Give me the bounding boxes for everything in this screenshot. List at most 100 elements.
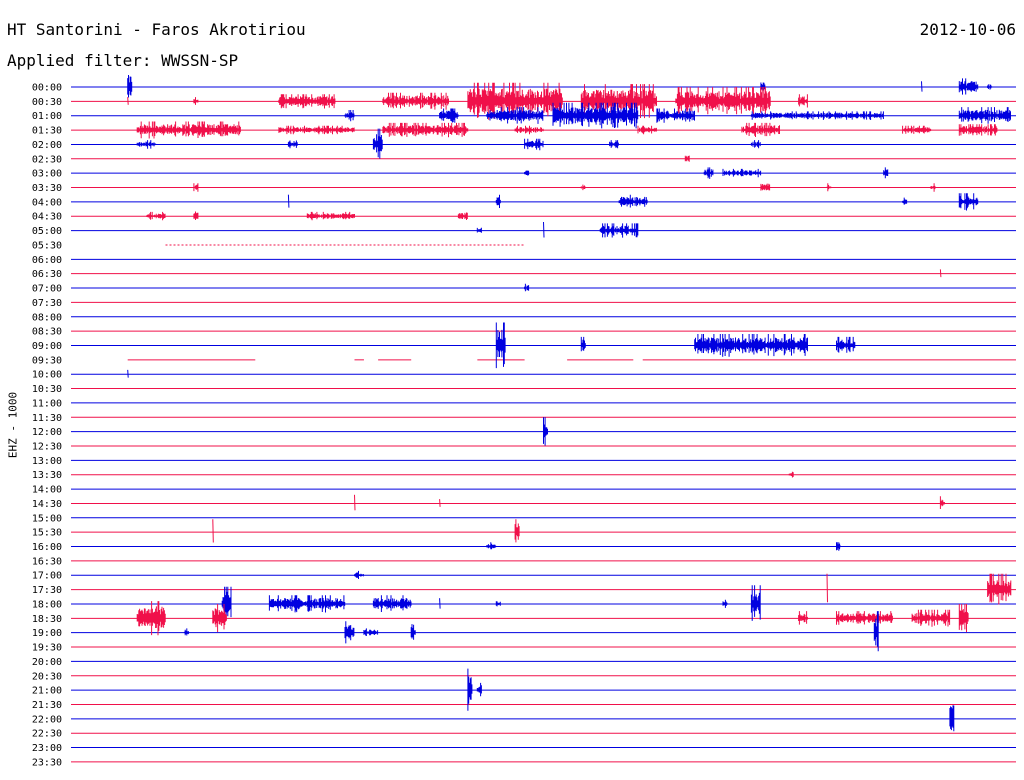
seismic-event-26	[902, 125, 932, 134]
row-label-10: 05:00	[32, 226, 62, 237]
seismic-event-53	[476, 227, 482, 233]
row-label-0: 00:00	[32, 83, 62, 94]
seismic-event-60	[694, 334, 808, 357]
seismic-event-62	[127, 369, 129, 378]
seismic-event-21	[278, 125, 355, 135]
seismic-event-87	[958, 604, 969, 633]
row-label-47: 23:30	[32, 757, 62, 768]
seismic-event-55	[599, 223, 639, 238]
seismic-event-15	[486, 107, 544, 124]
seismic-event-69	[514, 519, 520, 543]
row-label-13: 06:30	[32, 269, 62, 280]
row-label-24: 12:00	[32, 427, 62, 438]
row-label-30: 15:00	[32, 513, 62, 524]
seismic-event-18	[750, 111, 884, 120]
row-label-27: 13:30	[32, 470, 62, 481]
row-label-1: 00:30	[32, 97, 62, 108]
seismic-event-31	[524, 138, 544, 151]
row-label-17: 08:30	[32, 327, 62, 338]
seismic-event-29	[287, 140, 298, 149]
row-label-14: 07:00	[32, 284, 62, 295]
row-label-33: 16:30	[32, 556, 62, 567]
seismic-event-8	[382, 92, 449, 110]
row-label-31: 15:30	[32, 528, 62, 539]
seismic-event-64	[788, 471, 794, 478]
row-label-26: 13:00	[32, 456, 62, 467]
seismic-event-56	[939, 269, 942, 278]
row-label-8: 04:00	[32, 197, 62, 208]
row-label-32: 16:00	[32, 542, 62, 553]
seismic-event-52	[457, 212, 468, 220]
seismic-event-78	[439, 598, 441, 609]
filter-label: Applied filter: WWSSN-SP	[7, 51, 239, 70]
seismic-event-73	[826, 573, 828, 603]
seismic-event-75	[221, 586, 232, 620]
seismic-event-81	[750, 585, 761, 621]
seismic-event-94	[476, 682, 482, 697]
seismic-event-80	[722, 599, 728, 608]
seismic-event-79	[495, 601, 501, 607]
row-label-15: 07:30	[32, 298, 62, 309]
seismic-event-30	[372, 128, 383, 159]
row-label-20: 10:00	[32, 370, 62, 381]
seismic-event-16	[552, 102, 639, 129]
seismic-event-22	[382, 122, 469, 138]
seismic-event-39	[193, 183, 199, 192]
seismic-event-91	[410, 624, 416, 640]
seismic-event-35	[524, 170, 530, 176]
seismic-event-5	[127, 97, 129, 105]
seismic-event-24	[637, 125, 657, 135]
seismic-event-23	[514, 125, 544, 135]
seismic-event-34	[684, 155, 690, 162]
row-label-7: 03:30	[32, 183, 62, 194]
seismic-event-89	[344, 621, 355, 644]
seismic-event-71	[836, 542, 841, 551]
seismic-event-0	[127, 75, 133, 98]
row-label-34: 17:00	[32, 571, 62, 582]
seismic-event-50	[193, 211, 199, 220]
row-label-2: 01:00	[32, 111, 62, 122]
row-label-45: 22:30	[32, 729, 62, 740]
seismic-event-7	[278, 94, 336, 109]
seismic-event-10	[580, 84, 657, 119]
seismic-event-27	[958, 124, 998, 136]
record-date: 2012-10-06	[919, 20, 1016, 39]
seismic-event-14	[439, 108, 459, 123]
seismic-event-46	[618, 194, 648, 208]
seismic-event-28	[136, 140, 157, 149]
seismic-event-61	[836, 336, 856, 353]
row-label-5: 02:30	[32, 154, 62, 165]
row-label-22: 11:00	[32, 398, 62, 409]
seismic-event-25	[741, 122, 780, 137]
row-label-16: 08:00	[32, 312, 62, 323]
row-label-4: 02:00	[32, 140, 62, 151]
seismic-event-11	[675, 87, 771, 116]
seismic-event-49	[146, 211, 166, 221]
seismic-event-6	[193, 97, 199, 105]
seismic-event-40	[580, 184, 586, 191]
seismic-event-9	[467, 82, 563, 120]
row-label-12: 06:00	[32, 255, 62, 266]
seismic-event-76	[268, 595, 346, 613]
seismic-event-86	[911, 609, 951, 627]
seismic-event-93	[467, 668, 473, 711]
seismic-event-48	[958, 193, 979, 211]
seismic-event-4	[987, 84, 993, 90]
seismic-event-36	[703, 167, 714, 179]
row-label-3: 01:30	[32, 126, 62, 137]
row-label-42: 21:00	[32, 686, 62, 697]
seismic-event-45	[495, 194, 501, 208]
seismic-event-47	[902, 197, 908, 205]
row-label-6: 03:00	[32, 169, 62, 180]
seismic-event-37	[722, 168, 762, 178]
row-label-23: 11:30	[32, 413, 62, 424]
seismic-event-65	[354, 494, 356, 511]
seismic-event-13	[344, 110, 355, 122]
seismic-event-57	[524, 283, 530, 292]
seismic-event-17	[656, 108, 695, 123]
seismic-event-41	[760, 183, 771, 191]
seismic-event-54	[543, 221, 545, 238]
row-label-11: 05:30	[32, 240, 62, 251]
row-label-36: 18:00	[32, 599, 62, 610]
seismic-event-2	[921, 81, 923, 92]
